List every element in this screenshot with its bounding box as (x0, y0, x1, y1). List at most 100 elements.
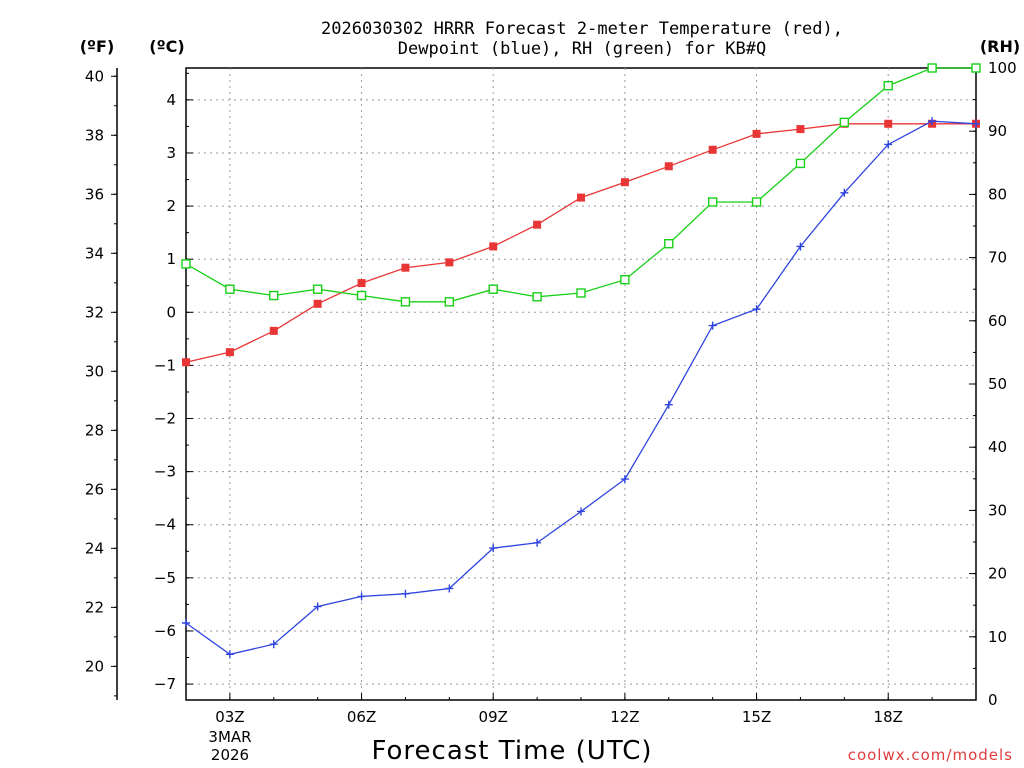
dewpoint-data-point (357, 592, 366, 601)
rh-data-point (356, 290, 367, 301)
rh-data-point (971, 63, 981, 73)
rh-tick-label: 80 (988, 185, 1007, 203)
temperature-data-point (489, 242, 498, 251)
fahrenheit-unit-label: (ºF) (80, 37, 115, 56)
celsius-tick-label: −1 (154, 356, 176, 374)
dewpoint-data-point (489, 544, 498, 553)
dewpoint-data-point (533, 538, 542, 547)
fahrenheit-tick-label: 30 (85, 362, 104, 380)
rh-data-point (707, 197, 718, 207)
celsius-tick-label: 3 (166, 144, 176, 162)
plot-frame (185, 67, 977, 701)
rh-unit-label: (RH) (980, 37, 1020, 56)
series-layer (181, 63, 981, 659)
rh-data-point (269, 290, 279, 301)
celsius-unit-label: (ºC) (149, 37, 184, 56)
rh-data-point (181, 259, 191, 269)
rh-data-point (576, 288, 586, 298)
rh-data-point (532, 292, 542, 302)
temperature-data-point (752, 129, 761, 138)
x-tick-label: 06Z (347, 708, 376, 726)
dewpoint-data-point (182, 618, 190, 627)
dewpoint-data-point (664, 400, 673, 409)
celsius-tick-label: −6 (154, 622, 176, 640)
rh-tick-label: 50 (988, 375, 1007, 393)
temperature-data-point (357, 279, 366, 288)
temperature-data-point (182, 358, 190, 367)
temperature-data-point (620, 178, 629, 187)
rh-data-point (620, 275, 630, 285)
rh-data-point (312, 284, 323, 294)
fahrenheit-tick-label: 36 (85, 185, 104, 203)
dewpoint-data-point (269, 640, 278, 649)
axis-layer: 03Z 06Z 09Z 12Z 15Z 18Z −7 −6 −5 −4 −3 −2 −1 0 1 2 3 4 20 2… (85, 59, 1017, 726)
rh-data-point (751, 197, 762, 207)
rh-data-point (488, 284, 498, 294)
rh-data-point (400, 297, 411, 307)
fahrenheit-tick-label: 40 (85, 67, 104, 85)
grid-layer (186, 68, 976, 700)
temperature-data-point (401, 263, 410, 272)
dewpoint-data-point (620, 475, 629, 484)
rh-data-point (883, 80, 893, 91)
fahrenheit-tick-label: 26 (85, 480, 104, 498)
rh-tick-label: 70 (988, 249, 1007, 267)
rh-data-point (839, 117, 850, 128)
rh-tick-label: 60 (988, 312, 1007, 330)
temperature-data-point (577, 193, 585, 202)
rh-tick-label: 40 (988, 438, 1007, 456)
celsius-tick-label: −4 (154, 516, 176, 534)
celsius-tick-label: 2 (166, 197, 176, 215)
rh-tick-label: 0 (988, 691, 998, 709)
fahrenheit-tick-label: 28 (85, 421, 104, 439)
fahrenheit-tick-label: 22 (85, 598, 104, 616)
celsius-tick-label: −7 (154, 675, 176, 693)
rh-data-point (927, 63, 937, 73)
rh-data-point (444, 297, 455, 307)
temperature-data-point (445, 258, 454, 267)
x-tick-label: 03Z (215, 708, 244, 726)
x-axis-label: Forecast Time (UTC) (371, 736, 652, 766)
temperature-series-line (185, 123, 976, 363)
dewpoint-data-point (972, 119, 980, 128)
dewpoint-data-point (928, 117, 937, 126)
celsius-tick-label: −3 (154, 463, 176, 481)
dewpoint-data-point (796, 242, 805, 251)
x-tick-label: 18Z (874, 708, 903, 726)
rh-data-point (225, 284, 235, 294)
rh-tick-label: 20 (988, 565, 1007, 583)
dewpoint-data-point (313, 602, 322, 611)
rh-data-point (664, 238, 674, 249)
fahrenheit-tick-label: 38 (85, 126, 104, 144)
fahrenheit-tick-label: 24 (85, 539, 104, 557)
x-tick-label: 12Z (610, 708, 639, 726)
rh-data-point (795, 158, 806, 169)
rh-tick-label: 90 (988, 122, 1007, 140)
date-label-year: 2026 (211, 746, 249, 764)
dewpoint-data-point (752, 305, 761, 314)
rh-tick-label: 100 (988, 59, 1017, 77)
celsius-tick-label: 4 (166, 91, 176, 109)
dewpoint-data-point (884, 140, 893, 149)
chart-title-line2: Dewpoint (blue), RH (green) for KB#Q (398, 39, 766, 59)
dewpoint-data-point (445, 584, 454, 593)
x-tick-label: 09Z (479, 708, 508, 726)
rh-tick-label: 30 (988, 501, 1007, 519)
celsius-tick-label: −5 (154, 569, 176, 587)
dewpoint-data-point (577, 507, 585, 516)
celsius-tick-label: −2 (154, 410, 176, 428)
temperature-data-point (796, 125, 805, 134)
x-tick-label: 15Z (742, 708, 771, 726)
temperature-data-point (313, 299, 322, 308)
fahrenheit-tick-label: 32 (85, 303, 104, 321)
temperature-data-point (884, 119, 893, 128)
credit-text: coolwx.com/models (848, 746, 1013, 764)
temperature-data-point (533, 220, 542, 229)
chart-title-line1: 2026030302 HRRR Forecast 2-meter Tempera… (321, 19, 843, 39)
celsius-tick-label: 1 (166, 250, 176, 268)
fahrenheit-tick-label: 20 (85, 657, 104, 675)
temperature-data-point (269, 326, 278, 335)
temperature-data-point (664, 162, 673, 171)
dewpoint-data-point (225, 650, 234, 659)
